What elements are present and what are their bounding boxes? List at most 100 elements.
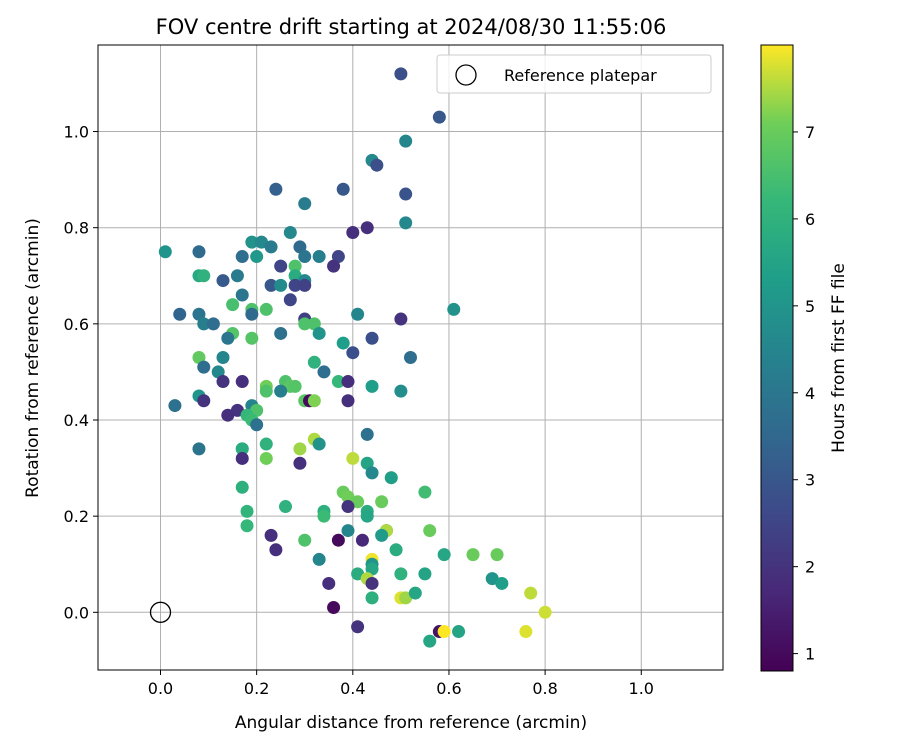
legend-box xyxy=(436,54,712,94)
data-point xyxy=(360,427,374,441)
data-point xyxy=(519,625,533,639)
x-tick-label: 1.0 xyxy=(629,679,654,698)
data-point xyxy=(288,379,302,393)
data-point xyxy=(394,67,408,81)
data-point xyxy=(394,567,408,581)
legend-label: Reference platepar xyxy=(504,66,657,85)
data-point xyxy=(336,336,350,350)
data-point xyxy=(404,351,417,364)
data-point xyxy=(254,235,268,249)
data-point xyxy=(327,601,341,614)
data-point xyxy=(298,250,312,264)
data-point xyxy=(365,379,379,393)
data-point xyxy=(288,269,302,283)
data-point xyxy=(538,605,552,619)
data-point xyxy=(399,216,413,230)
data-point xyxy=(245,235,259,249)
data-point xyxy=(197,317,211,331)
colorbar-ticks: 1 2 3 4 5 6 7 xyxy=(793,123,815,664)
data-point xyxy=(235,375,249,389)
data-point xyxy=(312,250,326,264)
data-point xyxy=(341,394,355,408)
data-point xyxy=(351,567,365,581)
data-point xyxy=(432,110,446,124)
data-point xyxy=(399,187,413,201)
data-point xyxy=(524,586,538,600)
data-point xyxy=(423,634,437,648)
data-point xyxy=(298,197,312,211)
data-point xyxy=(495,576,509,590)
data-point xyxy=(192,351,206,364)
data-point xyxy=(399,134,413,148)
data-point xyxy=(394,384,408,398)
data-point xyxy=(192,442,206,456)
data-point xyxy=(197,269,211,283)
data-point xyxy=(264,528,278,542)
data-point xyxy=(230,403,244,417)
data-point xyxy=(206,317,220,331)
data-point xyxy=(408,586,422,600)
data-point xyxy=(394,312,408,326)
x-axis-label: Angular distance from reference (arcmin) xyxy=(235,713,587,733)
data-point xyxy=(360,509,374,523)
colorbar-tick-label: 7 xyxy=(805,123,815,142)
x-tick-label: 0.4 xyxy=(340,679,365,698)
colorbar-tick-label: 6 xyxy=(805,210,815,229)
data-point xyxy=(274,326,288,340)
x-tick-label: 0.8 xyxy=(532,679,557,698)
data-point xyxy=(269,182,283,196)
data-point xyxy=(355,533,369,547)
data-point xyxy=(283,293,297,307)
data-point xyxy=(240,519,254,533)
data-point xyxy=(351,620,365,634)
y-tick-label: 0.8 xyxy=(64,219,89,238)
data-point xyxy=(322,576,336,590)
data-point xyxy=(168,399,182,413)
data-point xyxy=(235,288,249,302)
data-point xyxy=(365,562,379,576)
data-point xyxy=(288,259,302,273)
chart-title: FOV centre drift starting at 2024/08/30 … xyxy=(156,15,667,39)
data-point xyxy=(331,533,345,547)
data-point xyxy=(226,298,240,312)
plot-frame xyxy=(97,44,724,671)
data-point xyxy=(418,485,432,499)
data-point xyxy=(230,269,244,283)
data-point xyxy=(346,451,360,465)
x-tick-label: 0.0 xyxy=(148,679,173,698)
data-point xyxy=(298,278,312,292)
data-point xyxy=(216,274,230,288)
data-point xyxy=(490,548,504,562)
data-point xyxy=(327,259,341,273)
data-point xyxy=(365,576,379,590)
data-point xyxy=(437,625,451,639)
data-point xyxy=(317,365,331,379)
data-point xyxy=(346,226,360,239)
data-point xyxy=(259,437,273,451)
data-point xyxy=(360,456,374,470)
data-point xyxy=(264,240,278,254)
data-point xyxy=(336,182,350,196)
data-point xyxy=(259,451,273,465)
data-point xyxy=(375,495,389,509)
data-point xyxy=(346,346,360,360)
x-axis-ticks: 0.0 0.2 0.4 0.6 0.8 1.0 xyxy=(148,670,654,698)
data-point xyxy=(235,442,249,456)
data-point xyxy=(274,259,288,273)
colorbar: 1 2 3 4 5 6 7 Hours from first FF file xyxy=(760,44,849,672)
data-point xyxy=(293,442,307,456)
y-tick-label: 0.4 xyxy=(64,411,89,430)
data-point xyxy=(240,504,254,518)
data-point xyxy=(192,307,206,321)
data-point xyxy=(279,500,292,514)
data-point xyxy=(216,375,230,389)
data-point xyxy=(418,567,432,581)
data-point xyxy=(485,572,499,586)
data-point xyxy=(250,418,264,432)
data-point xyxy=(173,307,187,321)
data-point xyxy=(221,408,235,422)
data-point xyxy=(331,375,345,389)
data-point xyxy=(293,456,307,470)
data-point xyxy=(331,250,345,264)
